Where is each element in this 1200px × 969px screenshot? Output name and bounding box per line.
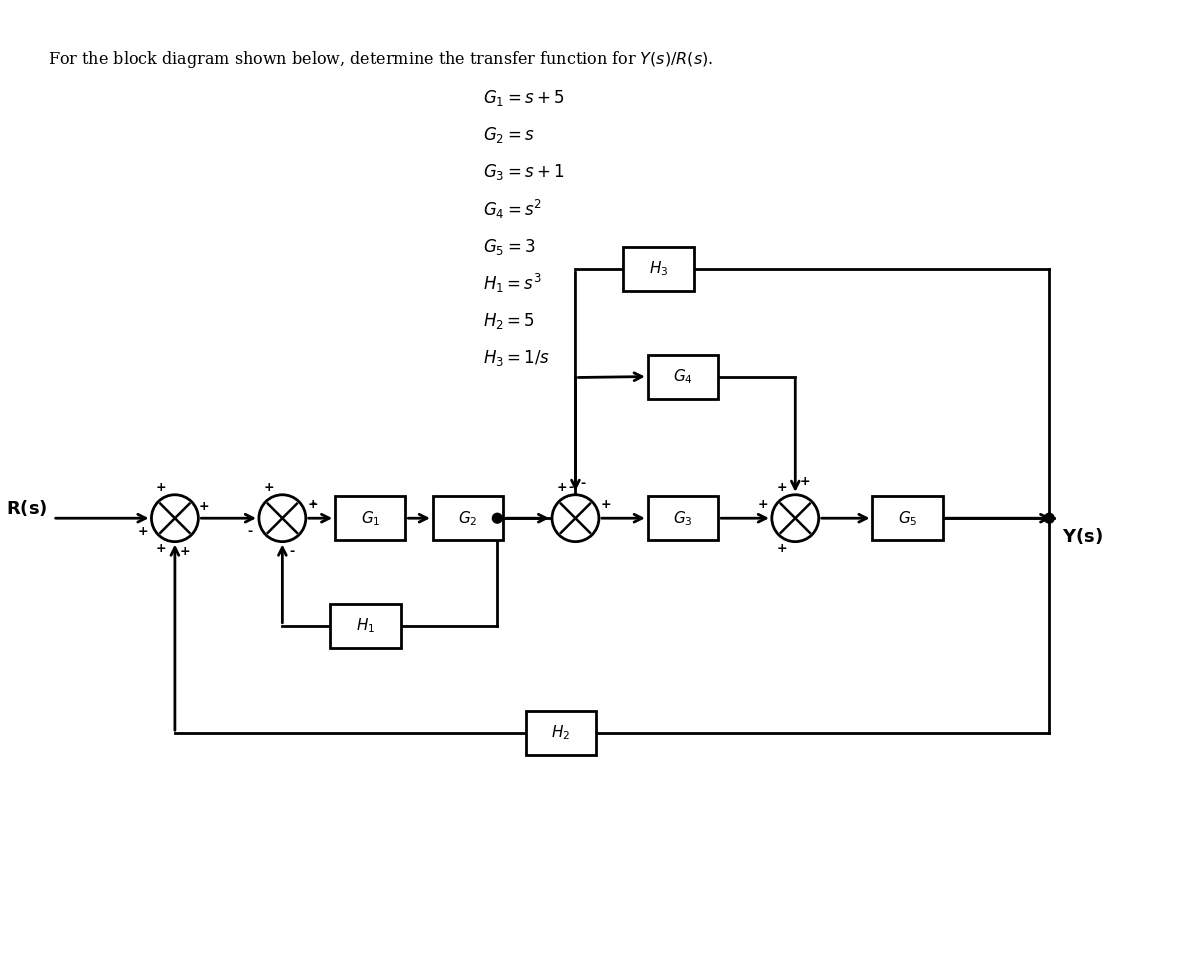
Text: -: - [568,482,574,494]
Text: -: - [310,497,316,510]
Text: +: + [799,475,810,487]
Text: +: + [600,498,611,511]
Bar [872,496,943,540]
Text: +: + [137,525,148,539]
Text: $G_2$: $G_2$ [458,509,478,527]
Bar [335,496,406,540]
Circle shape [1044,514,1054,523]
Text: +: + [179,545,190,558]
Text: +: + [776,482,787,494]
Bar [526,711,596,755]
Text: $G_4 = s^2$: $G_4 = s^2$ [482,198,541,221]
Text: +: + [199,500,210,513]
Text: $H_3$: $H_3$ [649,260,668,278]
Text: +: + [307,498,318,511]
Circle shape [492,514,502,523]
Text: +: + [156,482,167,494]
Text: $G_5$: $G_5$ [898,509,918,527]
Text: $H_3 = 1/s$: $H_3 = 1/s$ [482,348,550,368]
Text: $G_2 = s$: $G_2 = s$ [482,125,534,145]
Text: $H_2 = 5$: $H_2 = 5$ [482,311,534,330]
Circle shape [552,495,599,542]
Bar [433,496,503,540]
Text: +: + [757,498,768,511]
Circle shape [151,495,198,542]
Text: $H_2$: $H_2$ [551,724,570,742]
Text: +: + [263,482,274,494]
Text: $\bf{Y(s)}$: $\bf{Y(s)}$ [1062,526,1103,546]
Text: $G_5 = 3$: $G_5 = 3$ [482,236,535,257]
Text: $H_1 = s^3$: $H_1 = s^3$ [482,272,541,296]
Text: $H_1$: $H_1$ [356,616,376,635]
Text: -: - [247,525,253,539]
Text: $G_3$: $G_3$ [673,509,692,527]
Bar [648,355,718,398]
Text: +: + [776,542,787,555]
Text: +: + [156,542,167,555]
Text: $G_1$: $G_1$ [360,509,380,527]
Bar [648,496,718,540]
Bar [330,604,401,647]
Text: +: + [557,482,568,494]
Bar [623,247,694,291]
Text: $G_3 = s + 1$: $G_3 = s + 1$ [482,163,564,182]
Text: -: - [581,477,586,489]
Text: $\bf{R(s)}$: $\bf{R(s)}$ [6,498,48,518]
Circle shape [772,495,818,542]
Text: -: - [289,545,295,558]
Text: $G_1 = s + 5$: $G_1 = s + 5$ [482,88,564,109]
Text: $G_4$: $G_4$ [673,367,692,386]
Circle shape [259,495,306,542]
Text: For the block diagram shown below, determine the transfer function for $Y(s)/R(s: For the block diagram shown below, deter… [48,49,713,71]
